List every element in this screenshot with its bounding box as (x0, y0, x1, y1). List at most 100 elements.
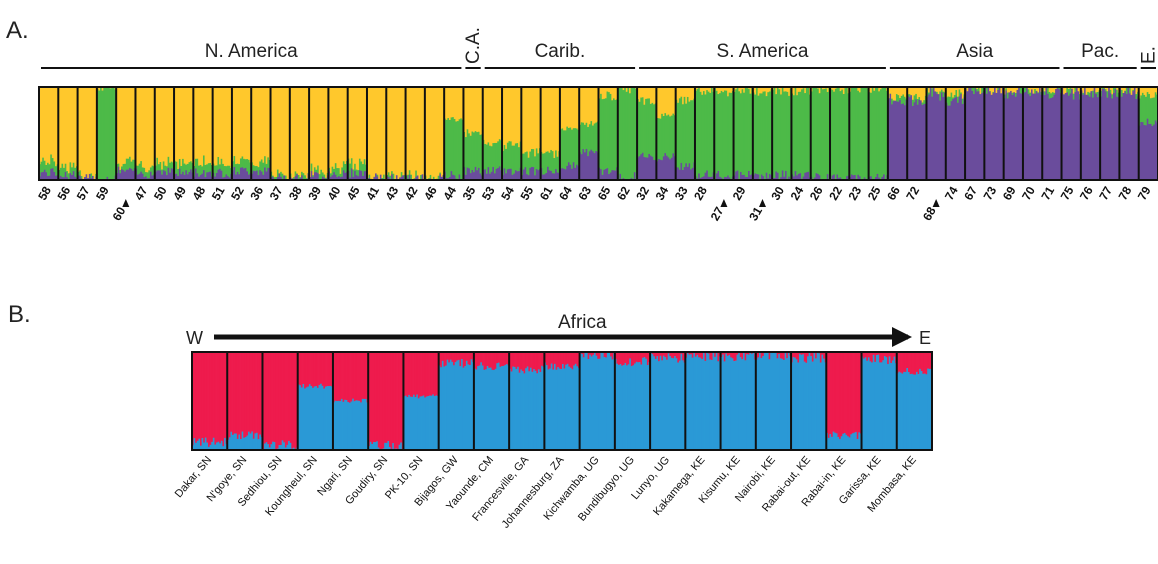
bar-segment-yellow (666, 87, 669, 116)
bar-segment-yellow (310, 87, 313, 164)
bar-segment-purple (209, 171, 212, 180)
bar-segment-yellow (159, 87, 162, 163)
bar-segment-purple (881, 176, 884, 180)
bar-segment-blue (843, 432, 846, 450)
bar-segment-green (608, 92, 611, 175)
bar-segment-red (582, 352, 585, 358)
bar-segment-purple (43, 169, 46, 180)
bar-segment-purple (1096, 97, 1099, 180)
bar-segment-green (670, 115, 673, 159)
bar-segment-yellow (833, 87, 836, 92)
bar-segment-yellow (1116, 87, 1119, 91)
bar-segment-green (530, 148, 533, 168)
bar-segment-blue (903, 371, 906, 450)
tick-label-52: 52 (228, 184, 247, 203)
bar-segment-green (174, 160, 177, 175)
bar-segment-yellow (386, 87, 389, 176)
bar-segment-yellow (278, 87, 281, 174)
bar-segment-blue (560, 369, 563, 450)
bar-segment-yellow (690, 87, 693, 101)
bar-segment-red (216, 352, 219, 443)
bar-segment-green (196, 158, 199, 174)
bar-segment-blue (321, 385, 324, 450)
bar-segment-yellow (360, 87, 363, 162)
tick-label-28: 28 (691, 184, 710, 203)
bar-segment-blue (907, 371, 910, 450)
bar-segment-green (748, 88, 751, 172)
bar-segment-purple (595, 151, 598, 180)
bar-segment-purple (280, 176, 283, 180)
bar-segment-yellow (474, 87, 477, 132)
bar-segment-yellow (1130, 87, 1133, 96)
bar-segment-green (1019, 87, 1022, 94)
bar-segment-green (40, 161, 43, 173)
bar-segment-green (1037, 92, 1040, 94)
bar-segment-green (621, 87, 624, 180)
bar-segment-yellow (484, 87, 487, 145)
bar-segment-yellow (190, 87, 193, 162)
bar-segment-green (884, 87, 887, 180)
bar-segment-red (284, 352, 287, 448)
bar-segment-yellow (534, 87, 537, 157)
bar-segment-green (703, 91, 706, 177)
bar-segment-blue (904, 371, 907, 450)
bar-segment-yellow (146, 87, 149, 173)
bar-segment-yellow (903, 87, 906, 98)
bar-segment-yellow (1030, 87, 1033, 90)
bar-segment-purple (1095, 93, 1098, 180)
bar-segment-blue (243, 437, 246, 450)
bar-segment-blue (656, 356, 659, 450)
bar-segment-purple (466, 167, 469, 180)
bar-segment-green (315, 169, 318, 173)
bar-segment-purple (651, 156, 654, 180)
bar-segment-yellow (786, 87, 789, 93)
bar-segment-purple (79, 175, 82, 180)
bar-segment-purple (902, 103, 905, 180)
bar-segment-yellow (595, 87, 598, 123)
bar-segment-green (1112, 87, 1115, 94)
bar-segment-blue (781, 358, 784, 450)
bar-segment-yellow (265, 87, 268, 165)
bar-segment-purple (360, 170, 363, 180)
bar-segment-purple (950, 101, 953, 180)
bar-segment-purple (707, 176, 710, 180)
bar-segment-yellow (609, 87, 612, 95)
bar-segment-green (111, 87, 114, 180)
bar-segment-blue (871, 362, 874, 450)
bar-segment-purple (783, 176, 786, 180)
bar-segment-yellow (899, 87, 902, 99)
bar-segment-green (336, 168, 339, 178)
bar-segment-green (535, 148, 538, 170)
bar-segment-blue (906, 368, 909, 450)
bar-segment-yellow (264, 87, 267, 157)
bar-segment-purple (276, 177, 279, 180)
bar-segment-green (913, 95, 916, 103)
bar-segment-purple (600, 169, 603, 180)
bar-segment-purple (923, 103, 926, 180)
bar-segment-yellow (428, 87, 431, 179)
bar-segment-green (497, 141, 500, 169)
bar-segment-purple (387, 177, 390, 180)
bar-segment-blue (360, 402, 363, 450)
bar-segment-yellow (945, 87, 948, 98)
bar-segment-red (592, 352, 595, 356)
bar-segment-yellow (543, 87, 546, 154)
bar-segment-green (47, 162, 50, 177)
bar-segment-yellow (167, 87, 170, 158)
bar-segment-blue (600, 352, 603, 450)
bar-segment-yellow (69, 87, 72, 163)
bar-segment-yellow (696, 87, 699, 90)
bar-segment-yellow (494, 87, 497, 144)
bar-segment-red (348, 352, 351, 404)
bar-segment-purple (167, 167, 170, 180)
bar-segment-green (101, 90, 104, 180)
bar-segment-purple (908, 97, 911, 180)
bar-segment-red (680, 352, 683, 355)
bar-segment-red (413, 352, 416, 395)
bar-segment-red (513, 352, 516, 368)
bar-segment-yellow (460, 87, 463, 119)
bar-segment-green (659, 118, 662, 161)
bar-segment-green (926, 87, 929, 98)
bar-segment-blue (340, 398, 343, 450)
bar-segment-yellow (116, 87, 119, 165)
